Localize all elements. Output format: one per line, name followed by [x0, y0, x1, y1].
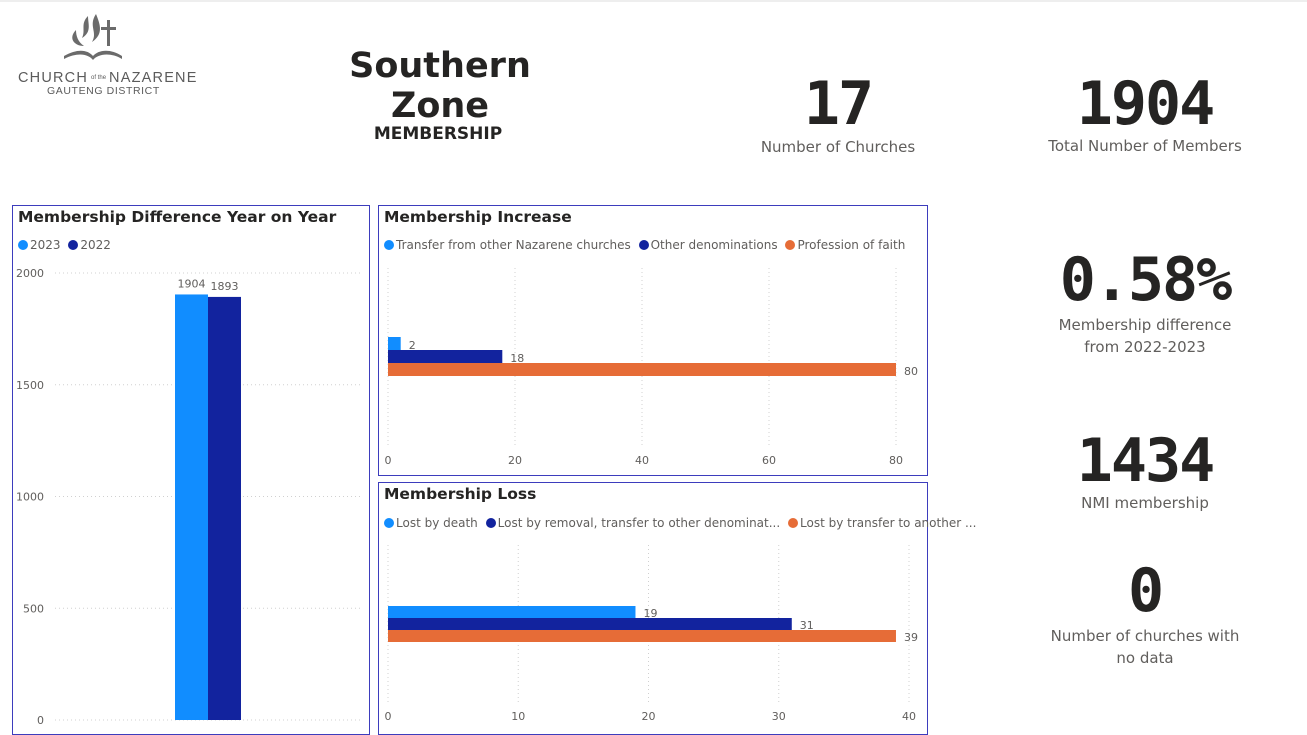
legend-label-other-denominations: Other denominations: [650, 238, 778, 252]
membership-loss-legend: Lost by death Lost by removal, transfer …: [384, 516, 980, 530]
year-on-year-chart: 0 500 1000 1500 2000 1904 1893: [16, 267, 363, 727]
legend-dot-lost-by-removal: [485, 518, 496, 528]
legend-label-2022: 2022: [80, 238, 111, 252]
membership-loss-chart: 0 10 20 30 40 19 31 39: [385, 545, 918, 723]
data-label-Transfer from other Nazarene churches: 2: [409, 339, 416, 352]
membership-increase-panel[interactable]: Membership Increase Transfer from other …: [378, 205, 928, 476]
data-label-Other denominations: 18: [510, 352, 524, 365]
legend-dot-other-denominations: [638, 240, 649, 250]
logo-name: CHURCH of the NAZARENE: [18, 70, 196, 86]
church-logo: CHURCH of the NAZARENE GAUTENG DISTRICT: [14, 12, 196, 102]
bar-Profession of faith: [388, 363, 896, 376]
legend-dot-transfer-nazarene: [384, 240, 394, 250]
y-tick-label-2000: 2000: [16, 267, 44, 280]
bar-Lost by death: [388, 606, 636, 618]
kpi-nmi-label: NMI membership: [1081, 494, 1209, 512]
bar-2023: [175, 294, 208, 720]
bar-Lost by removal, transfer to other denominat...: [388, 618, 792, 630]
data-label-Lost by death: 19: [643, 607, 657, 620]
legend-label-transfer-nazarene: Transfer from other Nazarene churches: [396, 238, 631, 252]
legend-item-2022[interactable]: 2022: [68, 238, 111, 252]
legend-dot-lost-by-death: [384, 518, 394, 528]
flame-bible-icon: [64, 14, 122, 60]
legend-dot-profession-of-faith: [785, 240, 796, 250]
y-tick-label-500: 500: [23, 602, 44, 615]
x-tick-label-0: 0: [385, 710, 392, 723]
page-title: Southern Zone: [349, 46, 531, 126]
legend-item-transfer-nazarene[interactable]: Transfer from other Nazarene churches: [384, 238, 631, 252]
kpi-members-label: Total Number of Members: [1048, 137, 1242, 155]
legend-item-2023[interactable]: 2023: [18, 238, 61, 252]
year-on-year-legend: 2023 2022: [18, 238, 115, 252]
x-tick-label-10: 10: [511, 710, 525, 723]
data-label-2022: 1893: [211, 280, 239, 293]
bar-Transfer from other Nazarene churches: [388, 337, 401, 350]
x-tick-label-20: 20: [642, 710, 656, 723]
legend-item-lost-by-transfer[interactable]: Lost by transfer to another ...: [788, 516, 976, 530]
legend-item-profession-of-faith[interactable]: Profession of faith: [785, 238, 905, 252]
x-tick-label-40: 40: [902, 710, 916, 723]
legend-label-lost-by-death: Lost by death: [396, 516, 478, 530]
legend-dot-2022: [68, 240, 79, 250]
legend-label-lost-by-transfer: Lost by transfer to another ...: [800, 516, 977, 530]
legend-label-lost-by-removal: Lost by removal, transfer to other denom…: [497, 516, 781, 530]
bar-Other denominations: [388, 350, 503, 363]
legend-dot-lost-by-transfer: [788, 518, 799, 528]
year-on-year-title: Membership Difference Year on Year: [18, 208, 337, 226]
legend-dot-2023: [18, 240, 28, 250]
x-tick-label-40: 40: [635, 454, 649, 467]
kpi-difference-label: Membership difference from 2022-2023: [1058, 316, 1232, 356]
logo-district: GAUTENG DISTRICT: [47, 85, 160, 97]
bar-Lost by transfer to another ...: [388, 630, 896, 642]
membership-increase-legend: Transfer from other Nazarene churches Ot…: [384, 238, 909, 252]
kpi-difference-value: 0.58%: [1059, 245, 1233, 315]
x-tick-label-0: 0: [385, 454, 392, 467]
bar-2022: [208, 296, 241, 720]
membership-loss-title: Membership Loss: [384, 485, 537, 503]
legend-item-lost-by-death[interactable]: Lost by death: [384, 516, 478, 530]
data-label-Profession of faith: 80: [904, 365, 918, 378]
x-tick-label-80: 80: [889, 454, 903, 467]
kpi-no-data-label: Number of churches with no data: [1050, 627, 1240, 667]
legend-item-other-denominations[interactable]: Other denominations: [638, 238, 778, 252]
legend-item-lost-by-removal[interactable]: Lost by removal, transfer to other denom…: [485, 516, 781, 530]
data-label-Lost by removal, transfer to other denominat...: 31: [800, 619, 814, 632]
year-on-year-panel[interactable]: Membership Difference Year on Year 2023 …: [12, 205, 370, 735]
logo-name-right: NAZARENE: [109, 70, 198, 86]
top-divider: [0, 0, 1307, 2]
x-tick-label-60: 60: [762, 454, 776, 467]
kpi-churches-value: 17: [803, 69, 874, 139]
y-tick-label-1000: 1000: [16, 491, 44, 504]
logo-name-left: CHURCH: [18, 70, 89, 86]
legend-label-profession-of-faith: Profession of faith: [797, 238, 906, 252]
membership-increase-title: Membership Increase: [384, 208, 572, 226]
x-tick-label-20: 20: [508, 454, 522, 467]
y-tick-label-1500: 1500: [16, 379, 44, 392]
y-tick-label-0: 0: [37, 714, 44, 727]
page-subtitle: MEMBERSHIP: [373, 124, 503, 144]
kpi-no-data-value: 0: [1127, 556, 1164, 626]
x-tick-label-30: 30: [772, 710, 786, 723]
membership-increase-chart: 0 20 40 60 80 2 18 80: [385, 268, 918, 467]
kpi-members-value: 1904: [1076, 69, 1216, 139]
membership-loss-panel[interactable]: Membership Loss Lost by death Lost by re…: [378, 482, 976, 735]
logo-name-small: of the: [91, 75, 107, 81]
legend-label-2023: 2023: [30, 238, 61, 252]
data-label-2023: 1904: [178, 277, 206, 290]
kpi-nmi-value: 1434: [1076, 426, 1216, 496]
data-label-Lost by transfer to another ...: 39: [904, 631, 918, 644]
kpi-churches-label: Number of Churches: [760, 138, 916, 156]
